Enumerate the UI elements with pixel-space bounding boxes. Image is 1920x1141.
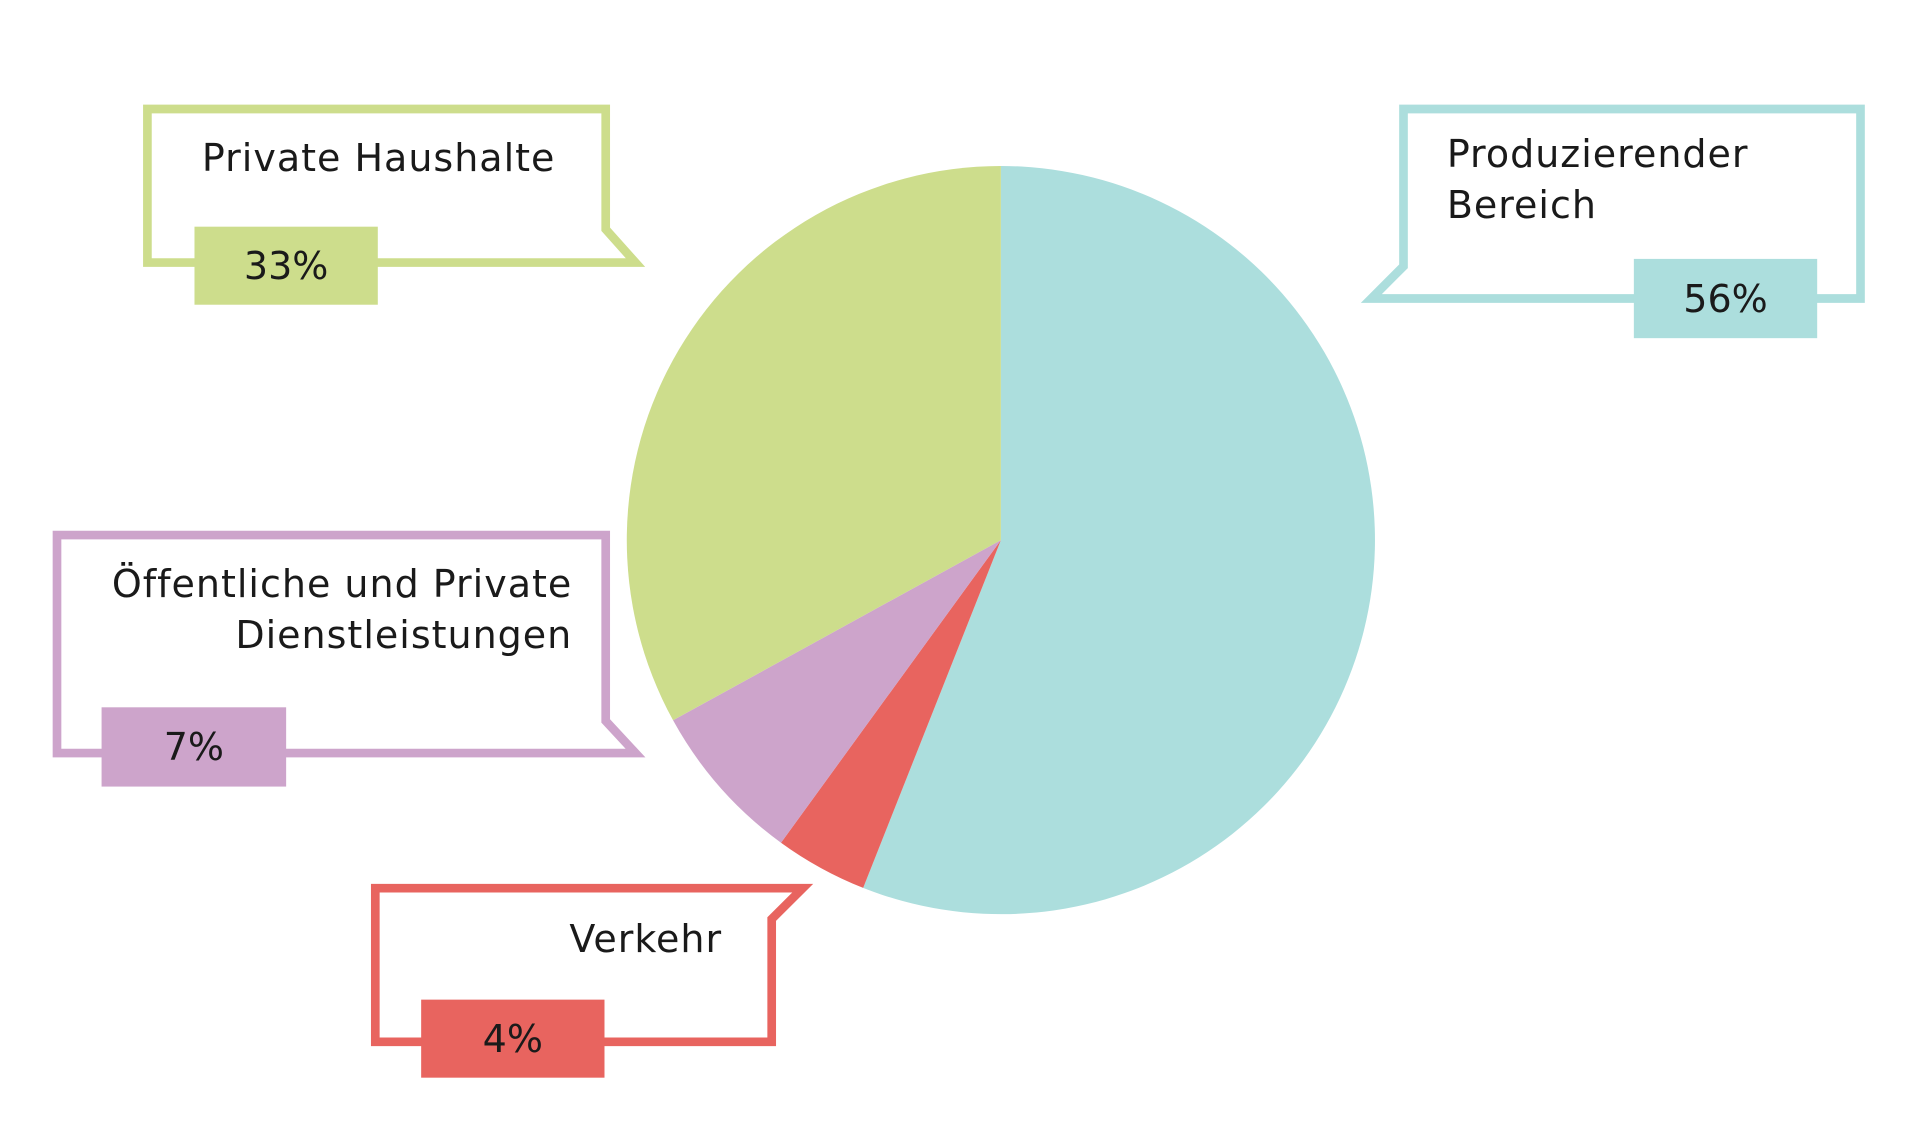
pie-slice — [673, 540, 1001, 843]
pie-slice — [863, 165, 1375, 915]
value-label-box — [1633, 258, 1818, 339]
category-label: Private Haushalte — [201, 135, 556, 180]
pie-slice — [780, 540, 1001, 888]
category-label: Öffentliche und Private Dienstleistungen — [111, 561, 573, 657]
value-label-box — [421, 999, 605, 1078]
category-label: Produzierender Bereich — [1446, 131, 1749, 227]
category-label: Verkehr — [569, 917, 723, 962]
pie-slice — [626, 165, 1001, 721]
callout-box — [143, 104, 646, 267]
value-label-box — [101, 707, 287, 787]
value-label: 4% — [482, 1016, 543, 1061]
callout-box — [1360, 104, 1865, 303]
value-label-box — [194, 226, 378, 305]
callout-box — [370, 883, 814, 1047]
value-label: 33% — [243, 243, 329, 288]
callout-box — [52, 530, 646, 758]
value-label: 56% — [1683, 276, 1768, 321]
value-label: 7% — [163, 724, 224, 769]
